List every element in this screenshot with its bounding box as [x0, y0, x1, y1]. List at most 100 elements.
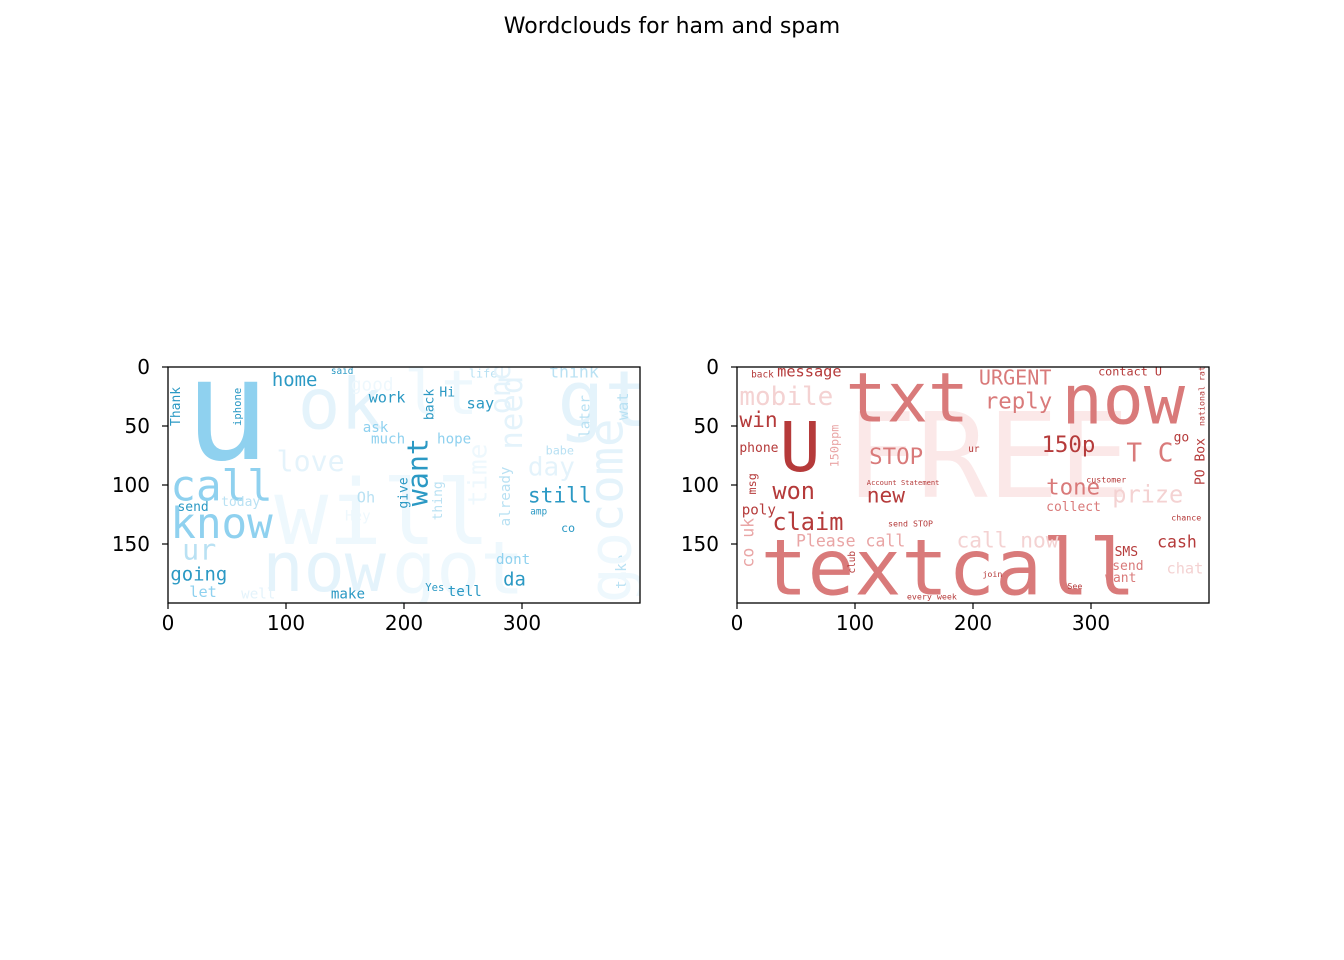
spam-word: every week	[907, 591, 957, 601]
ham-y-tick-label: 150	[112, 532, 150, 556]
spam-word: U	[779, 409, 820, 488]
spam-word: want	[1105, 571, 1136, 586]
spam-word: See	[1067, 581, 1082, 591]
spam-word: reply	[985, 388, 1052, 414]
ham-vertical-word: time	[464, 444, 494, 507]
spam-word: STOP	[869, 444, 923, 470]
ham-word: said	[331, 366, 354, 377]
spam-vertical-word: msg	[745, 473, 759, 494]
ham-word: hope	[437, 432, 471, 448]
spam-word: txt	[846, 359, 970, 438]
spam-word: tone	[1046, 474, 1100, 500]
ham-y-tick-label: 0	[137, 355, 150, 379]
spam-word: textcall	[761, 524, 1136, 614]
ham-word: got	[392, 527, 524, 612]
ham-vertical-word: one	[484, 363, 517, 414]
spam-word: ur	[968, 444, 980, 455]
ham-word: co	[561, 521, 575, 535]
spam-word: collect	[1046, 500, 1101, 515]
ham-word: today	[221, 495, 260, 510]
ham-word: let	[189, 583, 217, 601]
ham-word: Hi	[439, 386, 455, 401]
ham-word: amp	[530, 507, 547, 518]
ham-vertical-word: thing	[431, 481, 446, 520]
spam-word: customer	[1086, 475, 1126, 485]
spam-word: now	[1062, 362, 1186, 441]
ham-word: gt	[557, 355, 651, 445]
ham-word: send	[177, 500, 208, 515]
spam-word: won	[772, 477, 815, 505]
ham-word: da	[503, 568, 526, 590]
spam-word: FREE	[846, 387, 1130, 525]
spam-x-tick-label: 0	[731, 611, 744, 635]
ham-vertical-word: iphone	[232, 388, 244, 426]
spam-word: cash	[1157, 533, 1197, 552]
spam-vertical-word: co uk	[739, 518, 758, 568]
ham-word: Oh	[357, 489, 375, 507]
spam-word: URGENT	[979, 366, 1052, 390]
ham-word: life	[469, 367, 497, 381]
ham-word: much	[371, 432, 405, 448]
spam-word: chance	[1171, 512, 1201, 522]
ham-word: day	[528, 453, 575, 483]
ham-vertical-word: want	[402, 438, 435, 506]
ham-word: ask	[363, 420, 389, 436]
ham-word: well	[241, 586, 275, 602]
ham-word: good	[351, 376, 394, 396]
spam-x-tick-label: 100	[836, 611, 874, 635]
ham-word: love	[277, 445, 345, 478]
ham-word: Yes	[425, 582, 444, 594]
spam-y-tick-label: 0	[706, 355, 719, 379]
spam-image-background	[737, 367, 1209, 603]
spam-word: Please call	[796, 531, 905, 550]
spam-vertical-word: national rate	[1196, 361, 1206, 426]
spam-y-tick-label: 50	[694, 414, 719, 438]
ham-word: make	[331, 586, 365, 602]
spam-word: prize	[1112, 481, 1183, 509]
spam-vertical-word: 150ppm	[827, 425, 841, 468]
spam-y-tick-label: 100	[681, 473, 719, 497]
ham-word: will	[274, 462, 490, 566]
spam-word: claim	[772, 508, 843, 536]
spam-word: join	[982, 569, 1002, 579]
ham-vertical-word: take	[614, 555, 630, 589]
spam-word: message	[777, 362, 841, 380]
ham-word: think	[549, 363, 599, 382]
ham-vertical-word: back	[423, 389, 438, 420]
spam-word: phone	[739, 441, 778, 456]
ham-word: u	[185, 329, 270, 493]
spam-word: poly	[742, 503, 776, 519]
ham-word: call	[170, 462, 272, 511]
ham-x-tick-label: 200	[385, 611, 423, 635]
ham-vertical-word: need	[495, 376, 530, 450]
ham-word: ok	[298, 362, 383, 445]
spam-word: go	[1174, 430, 1190, 445]
spam-word: send STOP	[888, 518, 933, 528]
ham-word: babe	[546, 443, 574, 457]
spam-word: back	[751, 370, 774, 381]
ham-word: know	[170, 500, 273, 549]
ham-x-tick-label: 0	[162, 611, 175, 635]
ham-vertical-word: later	[577, 395, 593, 438]
ham-word: going	[170, 564, 227, 586]
ham-word: Hey	[345, 508, 371, 524]
ham-vertical-word: give	[397, 477, 412, 508]
spam-word: chat	[1167, 560, 1204, 578]
spam-x-tick-label: 300	[1072, 611, 1110, 635]
ham-vertical-word: already	[498, 467, 514, 527]
spam-y-tick-label: 150	[681, 532, 719, 556]
ham-y-tick-label: 50	[125, 414, 150, 438]
ham-word: ur	[182, 533, 216, 566]
spam-x-tick-label: 200	[954, 611, 992, 635]
spam-vertical-word: club	[847, 551, 858, 574]
ham-x-tick-label: 300	[503, 611, 541, 635]
ham-word: still	[528, 483, 592, 508]
ham-x-tick-label: 100	[267, 611, 305, 635]
spam-vertical-word: PO Box	[1193, 438, 1208, 485]
spam-word: contact U	[1098, 364, 1162, 378]
spam-word: win	[739, 407, 777, 432]
